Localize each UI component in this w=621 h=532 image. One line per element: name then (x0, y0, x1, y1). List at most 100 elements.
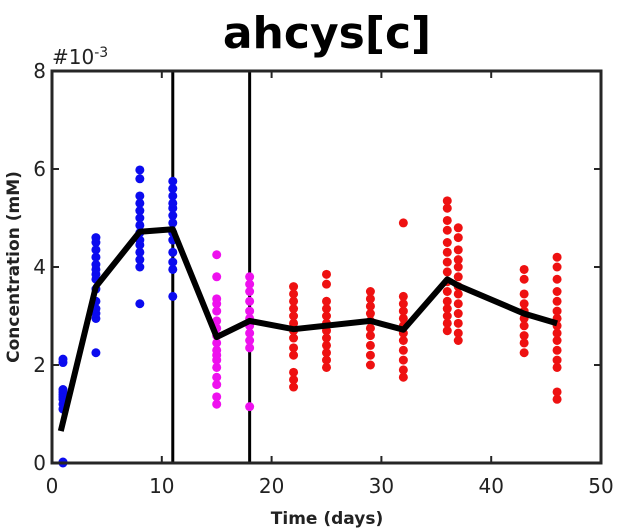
data-point (398, 365, 408, 375)
x-tick-label: 0 (46, 474, 59, 498)
data-point (289, 282, 299, 292)
x-tick-label: 20 (259, 474, 284, 498)
data-point (322, 355, 331, 365)
data-point (289, 343, 299, 353)
data-point (289, 333, 299, 343)
data-point (442, 196, 452, 206)
data-point (442, 311, 452, 321)
x-tick-label: 40 (478, 474, 503, 498)
data-point (135, 213, 145, 223)
data-point (453, 318, 463, 328)
data-point (552, 306, 562, 316)
data-point (398, 372, 408, 382)
data-point (212, 294, 222, 304)
y-tick-label: 0 (33, 451, 46, 475)
y-multiplier-exponent: -3 (94, 45, 108, 61)
y-axis-ticks: 0 2 4 6 8 (33, 59, 601, 475)
data-point (442, 247, 452, 257)
chart-title: ahcys[c] (223, 8, 431, 59)
data-point (442, 225, 452, 235)
y-tick-label: 4 (33, 255, 46, 279)
data-point (168, 184, 178, 194)
data-point (289, 296, 299, 306)
data-point (519, 338, 529, 348)
data-point (552, 252, 562, 262)
data-point (322, 333, 331, 343)
vertical-markers (171, 71, 252, 463)
data-point (212, 250, 222, 260)
data-point (212, 380, 222, 390)
data-point (552, 287, 562, 296)
data-point (322, 269, 331, 279)
data-point (365, 350, 375, 360)
data-point (453, 262, 463, 272)
data-point (135, 220, 145, 230)
data-point (135, 247, 145, 257)
data-point (245, 306, 255, 316)
data-point (322, 362, 331, 372)
svg-text:#10-3: #10-3 (52, 45, 108, 69)
y-axis-label: Concentration (mM) (4, 171, 24, 363)
data-point (442, 267, 452, 277)
data-point (398, 313, 408, 323)
data-point (365, 340, 375, 350)
x-tick-label: 50 (588, 474, 613, 498)
data-point (245, 296, 255, 306)
data-point (442, 203, 452, 213)
data-point (289, 367, 299, 377)
data-point (245, 328, 255, 338)
data-point (442, 304, 452, 314)
data-point (398, 306, 408, 316)
data-point (245, 343, 255, 353)
data-point (552, 394, 562, 404)
data-point (322, 279, 331, 289)
data-point (322, 348, 331, 358)
data-point (168, 191, 178, 201)
data-point (365, 360, 375, 370)
data-point (398, 345, 408, 355)
data-point (58, 354, 68, 364)
data-point (289, 375, 299, 385)
data-point (398, 355, 408, 365)
data-point (135, 165, 145, 175)
data-point (365, 287, 375, 296)
data-point (453, 233, 463, 243)
data-point (442, 257, 452, 267)
data-point (168, 218, 178, 228)
data-point (135, 262, 145, 272)
data-point (212, 306, 222, 316)
data-point (365, 309, 375, 319)
data-point (519, 274, 529, 284)
data-point (245, 402, 255, 412)
data-point (91, 260, 101, 270)
data-point (442, 287, 452, 296)
data-point (135, 191, 145, 201)
data-point (442, 296, 452, 306)
data-point (398, 336, 408, 345)
data-point (519, 321, 529, 331)
data-point (91, 348, 101, 358)
y-tick-label: 8 (33, 59, 46, 83)
data-point (552, 355, 562, 365)
data-point (365, 331, 375, 341)
data-point (552, 387, 562, 397)
data-point (398, 218, 408, 228)
data-point (453, 255, 463, 265)
x-tick-label: 30 (369, 474, 394, 498)
data-point (135, 299, 145, 309)
data-point (453, 328, 463, 338)
x-tick-label: 10 (149, 474, 174, 498)
data-point (322, 304, 331, 314)
data-point (398, 291, 408, 301)
data-point (519, 348, 529, 358)
data-point (212, 338, 222, 348)
data-point (519, 331, 529, 341)
data-point (552, 262, 562, 272)
data-point (168, 198, 178, 208)
data-point (322, 311, 331, 321)
mean-line (57, 226, 558, 432)
data-point (453, 289, 463, 299)
data-point (453, 309, 463, 319)
data-point (91, 245, 101, 255)
